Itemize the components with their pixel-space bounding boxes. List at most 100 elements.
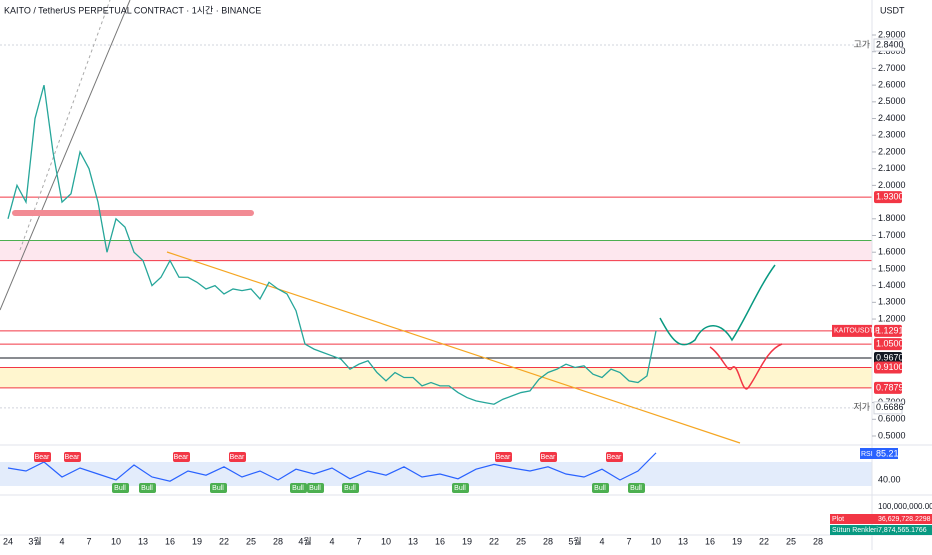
- date-label: 22: [759, 536, 769, 546]
- price-tag: [874, 324, 902, 337]
- price-tag: [874, 361, 902, 374]
- price-tick-label: 2.5000: [878, 96, 906, 106]
- signal-bg: [290, 483, 307, 493]
- channel-line: [0, 0, 131, 311]
- rsi-signal: Bull: [630, 485, 642, 492]
- price-tag-label: 1.0500: [876, 338, 904, 348]
- rsi-level: 40.00: [878, 474, 901, 484]
- price-tick-label: 2.4000: [878, 113, 906, 123]
- date-label: 10: [381, 536, 391, 546]
- plot-name: Plot: [832, 516, 844, 523]
- signal-bg: [173, 452, 190, 462]
- rsi-name: RSI: [861, 451, 873, 458]
- date-label: 28: [543, 536, 553, 546]
- date-label: 13: [678, 536, 688, 546]
- price-tick-label: 2.7000: [878, 63, 906, 73]
- date-label: 19: [192, 536, 202, 546]
- price-tag-label: 1.1291: [876, 325, 904, 335]
- rsi-signal: Bull: [141, 485, 153, 492]
- extreme-tag-bg: [873, 401, 903, 415]
- price-tick-label: 2.3000: [878, 130, 906, 140]
- rsi-signal: Bear: [496, 454, 511, 461]
- price-tick-label: 1.6000: [878, 247, 906, 257]
- date-label: 22: [219, 536, 229, 546]
- symbol-tag: [832, 324, 872, 337]
- date-label: 4: [329, 536, 334, 546]
- rsi-signal: Bull: [212, 485, 224, 492]
- signal-bg: [210, 483, 227, 493]
- date-label: 28: [273, 536, 283, 546]
- date-label: 10: [111, 536, 121, 546]
- price-tick-label: 1.7000: [878, 230, 906, 240]
- rsi-signal: Bull: [454, 485, 466, 492]
- rsi-value-bg: [874, 448, 898, 459]
- volume-axis-label: 100,000,000.0000: [878, 502, 932, 511]
- currency-label: USDT: [880, 5, 905, 15]
- price-tag: [874, 381, 902, 394]
- price-tick-label: 2.1000: [878, 163, 906, 173]
- bearish-projection: [709, 343, 783, 390]
- rsi-signal: Bull: [344, 485, 356, 492]
- bullish-projection: [659, 264, 776, 346]
- price-tag-label: 0.9670: [876, 352, 904, 362]
- price-tag-label: 0.7879: [876, 382, 904, 392]
- date-label: 5월: [568, 535, 581, 546]
- plot-tag: [830, 514, 932, 524]
- price-tick-label: 0.5000: [878, 430, 906, 440]
- rsi-signal: Bull: [309, 485, 321, 492]
- rsi-signal: Bull: [292, 485, 304, 492]
- date-label: 19: [462, 536, 472, 546]
- signal-bg: [64, 452, 81, 462]
- rsi-line: [7, 452, 657, 482]
- extreme-tag-bg: [873, 38, 903, 52]
- extreme-label: 2.8400: [876, 39, 904, 49]
- date-label: 4: [59, 536, 64, 546]
- date-label: 4: [599, 536, 604, 546]
- rsi-tag: [860, 448, 874, 459]
- date-label: 7: [86, 536, 91, 546]
- rsi-value: 85.21: [876, 448, 899, 458]
- trend-line: [166, 251, 741, 444]
- signal-bg: [34, 452, 51, 462]
- date-label: 24: [3, 536, 13, 546]
- price-zone: [0, 367, 872, 388]
- price-tick-label: 2.2000: [878, 146, 906, 156]
- rsi-signal: Bear: [65, 454, 80, 461]
- signal-bg: [592, 483, 609, 493]
- signal-bg: [342, 483, 359, 493]
- price-tag-label: 1.9300: [876, 191, 904, 201]
- rsi-band: [0, 462, 872, 486]
- color-tag: [830, 525, 932, 535]
- signal-bg: [307, 483, 324, 493]
- price-line: [7, 84, 657, 405]
- signal-bg: [628, 483, 645, 493]
- price-tag: [874, 351, 902, 364]
- price-tag: [874, 338, 902, 351]
- signal-bg: [540, 452, 557, 462]
- extreme-tag: 저가: [853, 402, 870, 412]
- price-tick-label: 1.2000: [878, 313, 906, 323]
- price-tick-label: 2.0000: [878, 180, 906, 190]
- price-zone: [0, 240, 872, 261]
- signal-bg: [606, 452, 623, 462]
- date-label: 13: [138, 536, 148, 546]
- symbol-tag-label: KAITOUSDT.P: [834, 328, 880, 335]
- resistance-box: [12, 210, 254, 216]
- plot-value: 36,629,728.2298: [878, 516, 931, 523]
- rsi-signal: Bull: [114, 485, 126, 492]
- signal-bg: [229, 452, 246, 462]
- date-label: 25: [786, 536, 796, 546]
- date-label: 19: [732, 536, 742, 546]
- price-tag: [874, 191, 902, 204]
- date-label: 25: [246, 536, 256, 546]
- price-tick-label: 0.6000: [878, 414, 906, 424]
- date-label: 28: [813, 536, 823, 546]
- price-tag-label: 0.9100: [876, 362, 904, 372]
- rsi-signal: Bear: [607, 454, 622, 461]
- color-value: 7,874,565.1766: [878, 527, 927, 534]
- price-tick-label: 2.9000: [878, 29, 906, 39]
- signal-bg: [139, 483, 156, 493]
- date-label: 16: [165, 536, 175, 546]
- date-label: 3월: [28, 535, 41, 546]
